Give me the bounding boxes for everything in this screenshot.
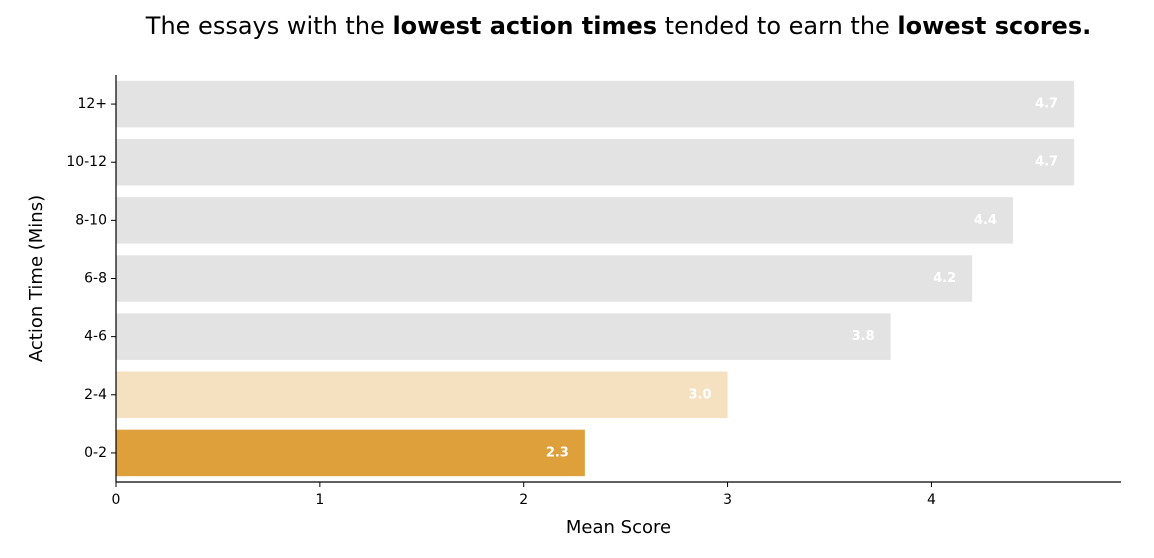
- bar-value-label: 4.7: [1035, 97, 1058, 112]
- bar-value-label: 4.7: [1035, 155, 1058, 170]
- bar-value-label: 3.8: [852, 329, 875, 344]
- x-tick-label: 4: [927, 492, 936, 508]
- bar-6-8: [116, 255, 973, 302]
- bars-group: [116, 80, 1075, 477]
- title-part-2: tended to earn the: [657, 12, 898, 40]
- bar-value-label: 4.4: [974, 213, 997, 228]
- y-tick-label: 4-6: [84, 329, 107, 345]
- bar-12+: [116, 80, 1075, 128]
- y-tick-label: 2-4: [84, 387, 107, 403]
- x-tick-label: 1: [315, 492, 324, 508]
- bar-labels-group: 4.7 4.7 4.4 4.2 3.8 3.0 2.3: [546, 97, 1058, 461]
- title-bold-2: lowest scores.: [897, 12, 1092, 40]
- y-tick-label: 8-10: [75, 212, 107, 228]
- y-tick-label: 10-12: [66, 154, 107, 170]
- y-ticks-group: 12+ 10-12 8-10 6-8 4-6 2-4 0-2: [66, 96, 116, 461]
- title-part-1: The essays with the: [145, 12, 393, 40]
- title-bold-1: lowest action times: [392, 12, 658, 40]
- chart-title: The essays with the lowest action times …: [0, 12, 1154, 40]
- x-tick-label: 2: [519, 492, 528, 508]
- bar-value-label: 3.0: [689, 387, 712, 402]
- bar-0-2: [116, 429, 585, 477]
- bar-value-label: 2.3: [546, 445, 569, 460]
- bar-8-10: [116, 197, 1013, 244]
- bar-2-4: [116, 371, 728, 419]
- x-tick-label: 3: [723, 492, 732, 508]
- bar-value-label: 4.2: [933, 271, 956, 286]
- y-tick-label: 12+: [77, 96, 107, 112]
- y-tick-label: 6-8: [84, 271, 107, 287]
- x-ticks-group: 0 1 2 3 4: [112, 482, 936, 508]
- bar-4-6: [116, 313, 891, 360]
- bar-10-12: [116, 138, 1075, 186]
- y-axis-label: Action Time (Mins): [26, 195, 47, 362]
- y-tick-label: 0-2: [84, 445, 107, 461]
- x-axis-label: Mean Score: [566, 517, 671, 538]
- x-tick-label: 0: [112, 492, 121, 508]
